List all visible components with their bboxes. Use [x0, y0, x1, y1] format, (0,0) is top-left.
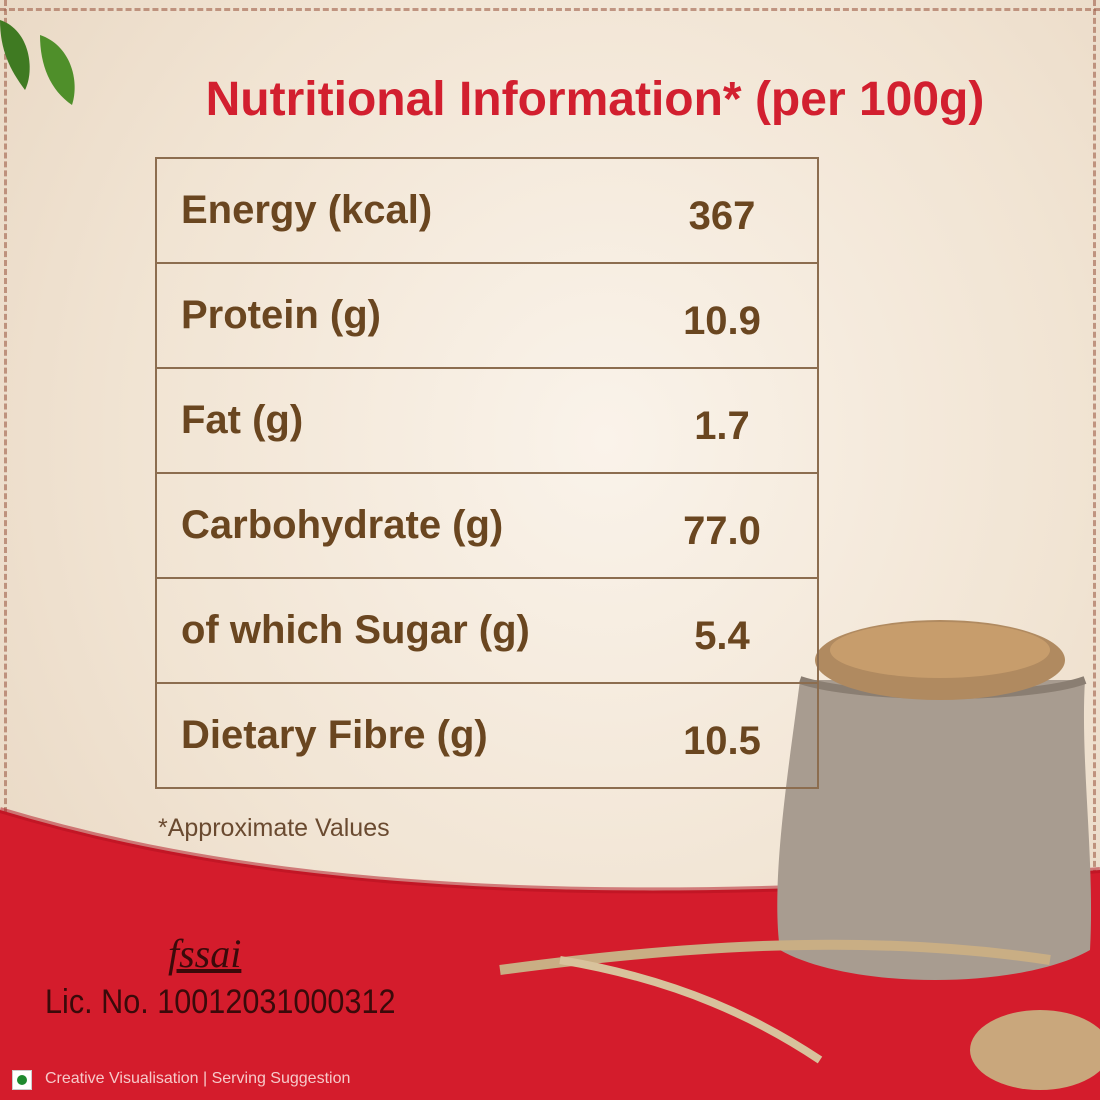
- disclaimer: Creative Visualisation | Serving Suggest…: [45, 1070, 351, 1087]
- nutrient-value: 77.0: [683, 509, 761, 553]
- nutrient-value: 5.4: [694, 614, 750, 658]
- red-band: [0, 810, 1100, 1100]
- nutrient-value: 10.5: [683, 719, 761, 763]
- wheat-sack-image: [499, 620, 1100, 1090]
- nutrient-label: Protein (g): [181, 293, 381, 337]
- stitch-border-top: [0, 0, 1100, 11]
- nutrient-label: Fat (g): [181, 398, 304, 442]
- table-row: Fat (g) 1.7: [157, 369, 817, 474]
- nutrient-value: 367: [688, 194, 756, 238]
- fssai-logo: fssai: [168, 931, 242, 976]
- table-row: of which Sugar (g) 5.4: [157, 579, 817, 684]
- table-row: Energy (kcal) 367: [157, 159, 817, 264]
- nutrient-value: 1.7: [694, 404, 750, 448]
- nutrient-label: Energy (kcal): [181, 188, 433, 232]
- page-title: Nutritional Information* (per 100g): [205, 73, 985, 126]
- nutrition-table: Energy (kcal) 367 Protein (g) 10.9 Fat (g)…: [155, 157, 819, 789]
- table-row: Carbohydrate (g) 77.0: [157, 474, 817, 579]
- nutrient-label: of which Sugar (g): [181, 608, 530, 652]
- nutrient-label: Dietary Fibre (g): [181, 713, 488, 757]
- nutrient-value: 10.9: [683, 299, 761, 343]
- license-number: Lic. No. 10012031000312: [45, 983, 396, 1021]
- table-row: Dietary Fibre (g) 10.5: [157, 684, 817, 787]
- nutrient-label: Carbohydrate (g): [181, 503, 504, 547]
- footnote: *Approximate Values: [158, 814, 390, 842]
- stitch-border-right: [1093, 0, 1096, 1100]
- veg-mark-icon: [12, 1070, 32, 1090]
- table-row: Protein (g) 10.9: [157, 264, 817, 369]
- stitch-border-left: [4, 0, 7, 1100]
- leaf-icon: [0, 20, 75, 105]
